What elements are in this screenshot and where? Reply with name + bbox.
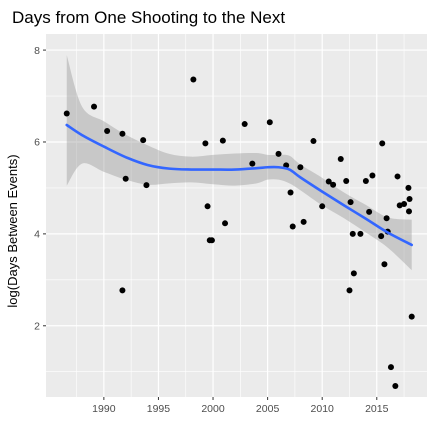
x-tick-label: 2015 (365, 403, 389, 415)
data-point (330, 181, 337, 188)
data-point (122, 175, 129, 182)
axis-ticks (43, 49, 378, 400)
data-point (287, 189, 294, 196)
data-point (275, 150, 282, 157)
y-tick-label: 4 (34, 229, 40, 241)
data-point (249, 160, 256, 167)
data-point (208, 237, 215, 244)
data-point (63, 110, 70, 117)
y-tick-labels: 2 4 6 8 (34, 45, 40, 333)
x-tick-labels: 1990 1995 2000 2005 2010 2015 (92, 403, 388, 415)
data-point (143, 182, 150, 189)
y-tick-label: 2 (34, 320, 40, 332)
smooth-trend-line (65, 123, 414, 247)
minor-gridlines (46, 34, 427, 397)
data-point (222, 220, 229, 227)
x-tick-label: 1990 (92, 403, 116, 415)
data-point (119, 287, 126, 294)
data-point (300, 218, 307, 225)
data-point (310, 138, 317, 145)
data-point (349, 230, 356, 237)
data-point (346, 287, 353, 294)
data-point (387, 364, 394, 371)
data-point (343, 178, 350, 185)
data-point (366, 208, 373, 215)
data-point (140, 137, 147, 144)
data-point (350, 270, 357, 277)
data-point (289, 223, 296, 230)
major-gridlines (46, 34, 427, 397)
data-point (381, 261, 388, 268)
data-point (204, 203, 211, 210)
y-tick-label: 6 (34, 137, 40, 149)
data-point (266, 119, 273, 126)
data-point (325, 178, 332, 185)
x-tick-label: 1995 (147, 403, 171, 415)
data-point (406, 195, 413, 202)
confidence-band-layer (66, 55, 412, 271)
chart-title: Days from One Shooting to the Next (12, 8, 285, 27)
data-point (408, 313, 415, 320)
data-point (378, 233, 385, 240)
data-point (190, 76, 197, 83)
data-point (119, 130, 126, 137)
data-point (401, 201, 408, 208)
data-point (91, 103, 98, 110)
data-point (379, 140, 386, 147)
data-point (405, 208, 412, 215)
smooth-line-layer (65, 123, 414, 247)
data-point (219, 137, 226, 144)
data-point (202, 140, 209, 147)
confidence-band (66, 55, 412, 271)
data-point (319, 203, 326, 210)
data-point (337, 155, 344, 162)
data-point (405, 184, 412, 191)
x-tick-label: 2010 (311, 403, 335, 415)
y-axis-title: log(Days Between Events) (5, 154, 20, 307)
data-point (392, 382, 399, 389)
data-point (297, 164, 304, 171)
data-point (362, 178, 369, 185)
data-point (241, 121, 248, 128)
x-tick-label: 2005 (256, 403, 280, 415)
data-point (369, 172, 376, 179)
data-point (383, 215, 390, 222)
data-point (357, 230, 364, 237)
data-point (347, 199, 354, 206)
x-tick-label: 2000 (201, 403, 225, 415)
data-point (394, 173, 401, 180)
plot-panel (46, 34, 427, 397)
y-tick-label: 8 (34, 45, 40, 57)
data-point (104, 127, 111, 134)
